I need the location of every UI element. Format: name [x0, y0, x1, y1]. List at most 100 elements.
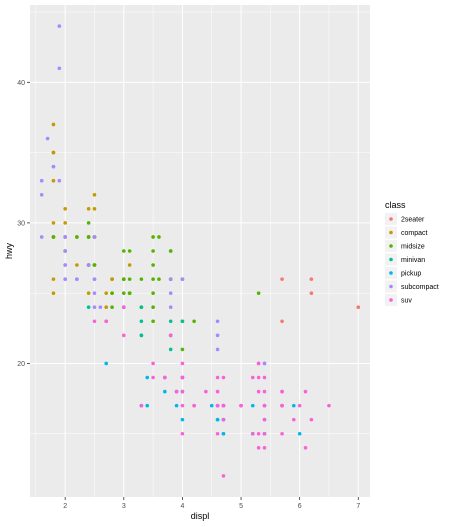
data-point-suv	[303, 389, 308, 394]
data-point-minivan	[86, 305, 91, 310]
data-point-subcompact	[215, 319, 220, 324]
y-tick-label: 30	[17, 220, 25, 227]
data-point-midsize	[110, 305, 114, 310]
legend-label-subcompact: subcompact	[401, 284, 439, 291]
data-point-suv	[262, 375, 267, 380]
data-point-suv	[262, 446, 267, 450]
data-point-suv	[221, 403, 226, 408]
y-tick-label: 20	[17, 361, 25, 368]
data-point-compact	[92, 192, 97, 197]
data-point-subcompact	[57, 24, 62, 28]
data-point-midsize	[168, 249, 173, 253]
data-point-compact	[86, 291, 91, 295]
data-point-subcompact	[63, 235, 67, 239]
data-point-midsize	[127, 277, 132, 281]
data-point-suv	[180, 361, 185, 366]
data-point-suv	[192, 403, 196, 408]
data-point-subcompact	[63, 277, 67, 281]
data-point-midsize	[256, 291, 261, 295]
data-point-midsize	[151, 249, 155, 253]
data-point-suv	[180, 431, 185, 436]
data-point-suv	[121, 305, 126, 310]
data-point-midsize	[151, 263, 155, 267]
data-point-minivan	[139, 305, 144, 310]
data-point-suv	[168, 333, 173, 338]
data-point-2seater	[280, 319, 284, 324]
data-point-subcompact	[57, 178, 62, 183]
data-point-suv	[215, 375, 220, 380]
data-point-minivan	[139, 319, 144, 324]
data-point-compact	[110, 277, 114, 281]
data-point-suv	[262, 403, 267, 408]
data-point-suv	[180, 375, 185, 380]
data-point-suv	[291, 417, 296, 422]
data-point-subcompact	[168, 277, 173, 281]
data-point-compact	[51, 178, 56, 183]
x-axis-title: displ	[191, 511, 210, 521]
data-point-suv	[262, 431, 267, 436]
y-axis: 20 30 40	[17, 80, 30, 368]
data-point-compact	[63, 221, 67, 225]
data-point-compact	[127, 263, 132, 267]
data-point-suv	[303, 446, 308, 450]
data-point-suv	[104, 319, 109, 324]
data-point-pickup	[215, 417, 220, 422]
data-point-midsize	[151, 235, 155, 239]
data-point-suv	[180, 403, 185, 408]
data-point-midsize	[86, 221, 91, 225]
x-tick-label: 5	[239, 503, 243, 510]
data-point-subcompact	[92, 277, 97, 281]
data-point-compact	[51, 291, 56, 295]
data-point-suv	[121, 333, 126, 338]
data-point-compact	[92, 207, 97, 211]
data-point-compact	[63, 207, 67, 211]
legend-label-compact: compact	[401, 230, 428, 237]
data-point-subcompact	[92, 305, 97, 310]
legend-key-point-pickup	[389, 271, 393, 275]
x-tick-label: 7	[356, 503, 360, 510]
data-point-pickup	[297, 431, 302, 436]
data-point-suv	[256, 431, 261, 436]
data-point-pickup	[145, 375, 150, 380]
data-point-suv	[262, 417, 267, 422]
data-point-suv	[204, 389, 208, 394]
data-point-compact	[51, 277, 56, 281]
data-point-midsize	[151, 277, 155, 281]
data-point-suv	[256, 389, 261, 394]
data-point-pickup	[209, 403, 214, 408]
legend-key-point-suv	[389, 298, 393, 302]
data-point-suv	[151, 361, 155, 366]
data-point-suv	[256, 375, 261, 380]
legend-label-suv: suv	[401, 298, 412, 305]
data-point-midsize	[110, 291, 114, 295]
data-point-subcompact	[92, 235, 97, 239]
data-point-minivan	[139, 333, 144, 338]
data-point-subcompact	[75, 277, 79, 281]
x-tick-label: 6	[298, 503, 302, 510]
data-point-pickup	[291, 403, 296, 408]
data-point-midsize	[86, 235, 91, 239]
legend-key-point-subcompact	[389, 284, 393, 289]
data-point-midsize	[75, 235, 79, 239]
data-point-subcompact	[39, 235, 44, 239]
data-point-suv	[297, 403, 302, 408]
data-point-midsize	[180, 347, 185, 352]
data-point-midsize	[139, 277, 144, 281]
data-point-midsize	[51, 235, 56, 239]
data-point-midsize	[127, 249, 132, 253]
data-point-suv	[163, 375, 167, 380]
data-point-suv	[250, 431, 255, 436]
data-point-midsize	[127, 291, 132, 295]
y-axis-title: hwy	[4, 243, 14, 260]
data-point-compact	[75, 263, 79, 267]
data-point-suv	[151, 375, 155, 380]
x-tick-label: 4	[180, 503, 184, 510]
data-point-compact	[104, 305, 109, 310]
data-point-suv	[327, 403, 331, 408]
data-points	[39, 24, 361, 478]
x-tick-label: 3	[122, 503, 126, 510]
legend-key-point-midsize	[389, 244, 393, 248]
data-point-suv	[256, 446, 261, 450]
data-point-midsize	[121, 249, 126, 253]
